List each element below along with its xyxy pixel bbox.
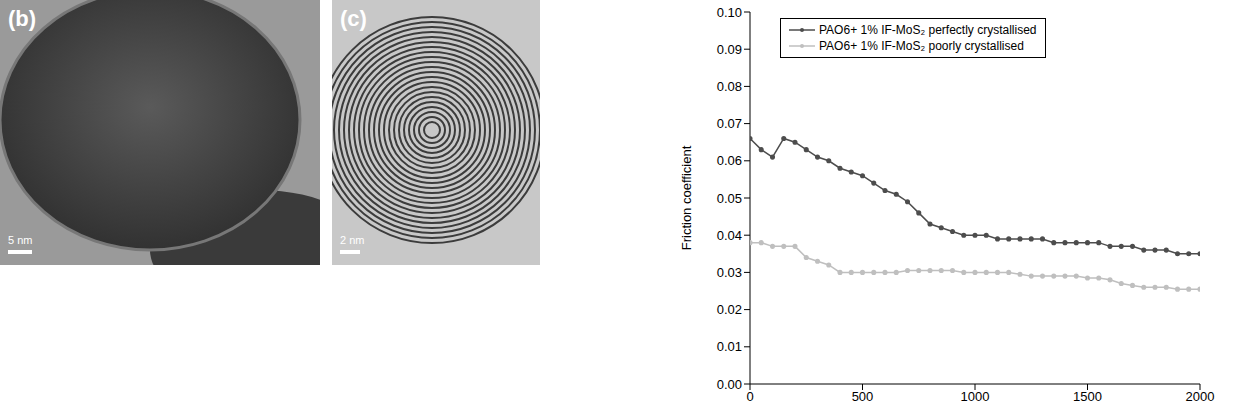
html-text:PAO6+ 1% IF-MoS₂ poorly crysta: PAO6+ 1% IF-MoS₂ poorly crystallised	[819, 39, 1024, 53]
svg-text:0.07: 0.07	[717, 116, 742, 131]
svg-text:Friction coefficient: Friction coefficient	[680, 145, 694, 250]
svg-text:500: 500	[852, 389, 874, 404]
html-text:PAO6+ 1% IF-MoS₂ perfectly cry: PAO6+ 1% IF-MoS₂ perfectly crystallised	[819, 23, 1037, 37]
html-text:(b): (b)	[8, 6, 37, 31]
svg-text:2000: 2000	[1186, 389, 1215, 404]
svg-text:0.04: 0.04	[717, 228, 742, 243]
svg-text:0.02: 0.02	[717, 302, 742, 317]
svg-text:0.09: 0.09	[717, 42, 742, 57]
svg-text:0.08: 0.08	[717, 79, 742, 94]
svg-text:1500: 1500	[1073, 389, 1102, 404]
svg-text:0.06: 0.06	[717, 153, 742, 168]
html-text:2 nm: 2 nm	[340, 234, 365, 246]
html-text:5 nm: 5 nm	[8, 234, 33, 246]
svg-text:0: 0	[746, 389, 753, 404]
svg-text:0.05: 0.05	[717, 191, 742, 206]
svg-text:0.01: 0.01	[717, 339, 742, 354]
svg-text:0.03: 0.03	[717, 265, 742, 280]
html-text:(c): (c)	[340, 6, 367, 31]
svg-text:1000: 1000	[961, 389, 990, 404]
svg-text:0.00: 0.00	[717, 377, 742, 392]
svg-text:0.10: 0.10	[717, 5, 742, 20]
